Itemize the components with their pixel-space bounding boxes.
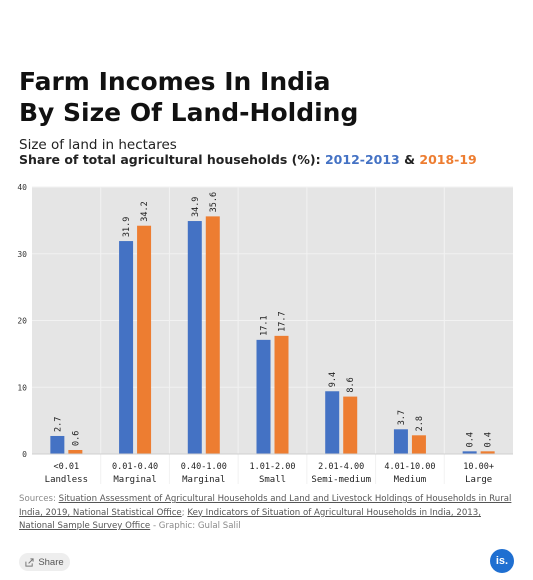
bar [411, 435, 426, 454]
y-tick-label: 30 [17, 250, 27, 259]
source-link-1[interactable]: Situation Assessment of Agricultural Hou… [19, 494, 512, 518]
bar [68, 449, 83, 454]
x-tick-range: <0.01 [54, 462, 80, 472]
y-tick-label: 20 [17, 317, 27, 326]
y-tick-label: 0 [22, 450, 27, 459]
data-label: 0.4 [484, 432, 494, 447]
data-label: 0.6 [71, 431, 81, 446]
data-label: 34.2 [140, 201, 150, 221]
data-label: 8.6 [346, 377, 356, 392]
bar [137, 225, 152, 454]
x-tick-label: Large [465, 475, 492, 485]
bar [119, 241, 134, 454]
bar [462, 451, 477, 454]
legend-amp: & [399, 152, 420, 167]
data-label: 35.6 [209, 192, 219, 212]
x-tick-range: 10.00+ [463, 462, 494, 472]
legend-prefix: Share of total agricultural households (… [19, 152, 325, 167]
data-label: 34.9 [191, 197, 201, 217]
graphic-credit: - Graphic: Gulal Salil [150, 521, 241, 531]
x-tick-range: 1.01-2.00 [249, 462, 295, 472]
bar [343, 396, 358, 454]
legend-line: Share of total agricultural households (… [19, 152, 477, 167]
chart-title-line1: Farm Incomes In India [19, 67, 331, 96]
bar [187, 221, 202, 454]
bar [205, 216, 220, 454]
share-label: Share [38, 556, 64, 568]
y-tick-label: 40 [17, 183, 27, 192]
data-label: 3.7 [397, 410, 407, 425]
chart-subtitle: Size of land in hectares [19, 137, 177, 153]
x-tick-label: Semi-medium [311, 475, 371, 485]
data-label: 17.1 [260, 315, 270, 335]
bar-chart: 0 10 20 30 40 2.7 0.6 <0.01 Landless 31.9 34.2 0.01… [17, 183, 513, 485]
data-label: 2.8 [415, 416, 425, 431]
x-tick-label: Marginal [113, 475, 156, 485]
x-tick-range: 4.01-10.00 [384, 462, 435, 472]
legend-series1: 2012-2013 [324, 152, 400, 167]
y-tick-label: 10 [17, 383, 27, 392]
bar [393, 429, 408, 454]
share-button[interactable]: Share [19, 553, 70, 571]
sources-note: Sources: Situation Assessment of Agricul… [19, 493, 514, 534]
share-icon [25, 557, 34, 567]
bar [274, 335, 289, 454]
brand-logo[interactable]: is. [490, 549, 514, 573]
bar [50, 435, 65, 454]
data-label: 9.4 [328, 372, 338, 387]
bar [480, 451, 495, 454]
x-tick-range: 0.01-0.40 [112, 462, 158, 472]
x-tick-label: Medium [394, 475, 427, 485]
source-link-2[interactable]: Key Indicators of Situation of Agricultu… [19, 507, 481, 532]
x-tick-range: 0.40-1.00 [181, 462, 227, 472]
sources-prefix: Sources: [19, 494, 59, 504]
data-label: 31.9 [122, 217, 132, 237]
bar [325, 391, 340, 454]
x-tick-range: 2.01-4.00 [318, 462, 364, 472]
data-label: 17.7 [278, 311, 288, 331]
chart-title: Farm Incomes In India By Size Of Land-Ho… [19, 66, 358, 128]
data-label: 0.4 [466, 432, 476, 447]
legend-series2: 2018-19 [419, 152, 477, 167]
x-tick-label: Landless [45, 475, 88, 485]
x-tick-label: Marginal [182, 475, 225, 485]
bar [256, 339, 271, 454]
source-separator: ; [181, 507, 188, 518]
chart-title-line2: By Size Of Land-Holding [19, 98, 359, 127]
x-tick-label: Small [259, 475, 286, 485]
data-label: 2.7 [53, 417, 63, 432]
